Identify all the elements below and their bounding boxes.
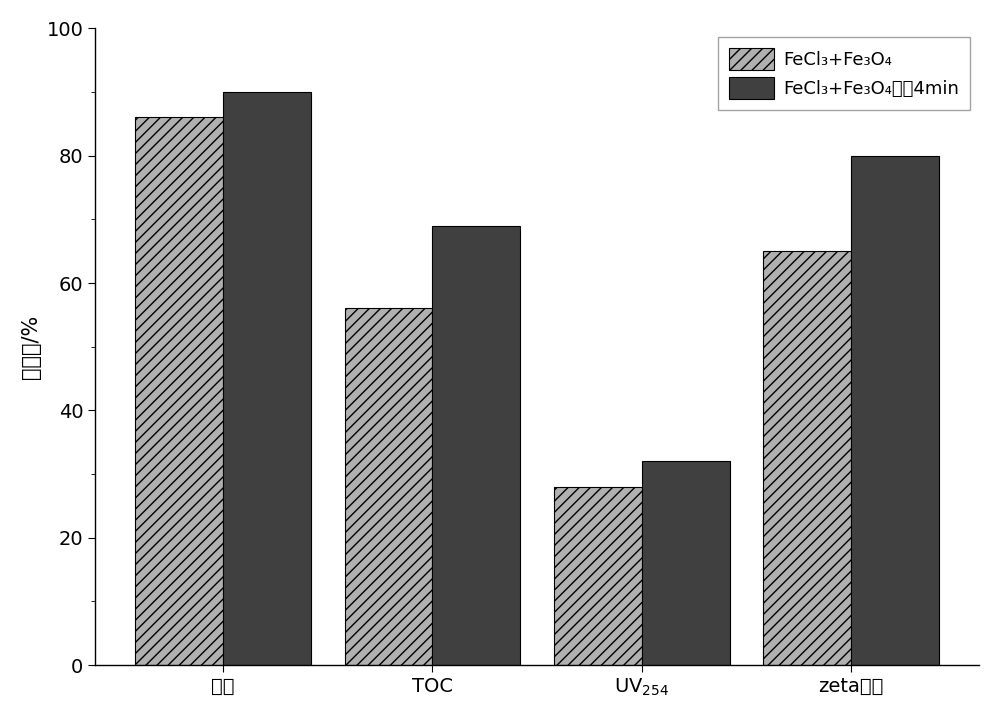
Y-axis label: 百分比/%: 百分比/% <box>21 315 41 379</box>
Bar <box>135 117 223 665</box>
Bar <box>642 462 730 665</box>
Bar <box>851 156 939 665</box>
Bar <box>223 92 311 665</box>
Bar <box>432 226 520 665</box>
Bar <box>763 251 851 665</box>
Bar <box>345 308 432 665</box>
Legend: FeCl₃+Fe₃O₄, FeCl₃+Fe₃O₄磁剆4min: FeCl₃+Fe₃O₄, FeCl₃+Fe₃O₄磁剆4min <box>718 37 970 110</box>
Bar <box>554 487 642 665</box>
